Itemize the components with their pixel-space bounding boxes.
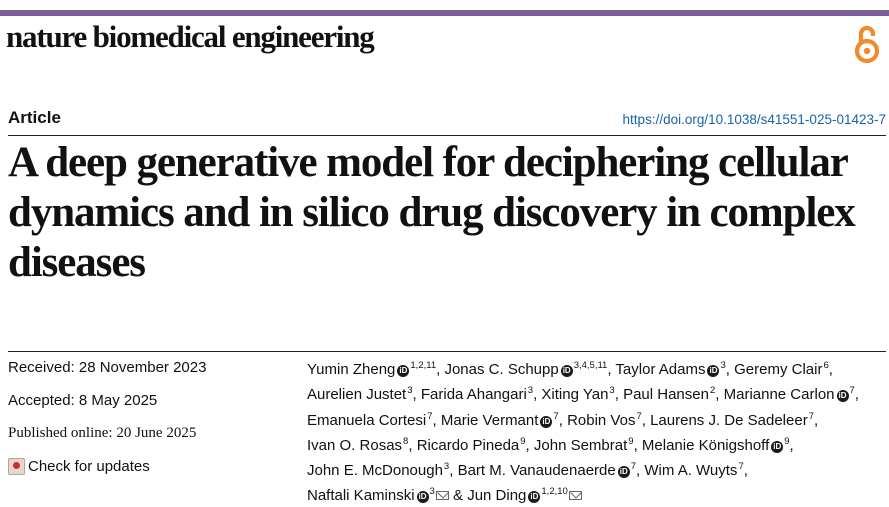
affiliation-superscript: 3 <box>527 385 534 397</box>
affiliation-superscript: 3 <box>429 486 435 498</box>
author-name[interactable]: Bart M. Vanaudenaerde <box>457 462 616 480</box>
accepted-date: Accepted: 8 May 2025 <box>8 392 158 409</box>
affiliation-superscript: 3 <box>443 461 450 473</box>
author[interactable]: Marianne Carlon iD 7 <box>723 385 855 404</box>
affiliation-superscript: 9 <box>784 435 790 447</box>
received-date: Received: 28 November 2023 <box>8 359 207 376</box>
author[interactable]: Aurelien Justet3 <box>307 385 413 404</box>
author-name[interactable]: Yumin Zheng <box>307 361 396 378</box>
affiliation-superscript: 9 <box>628 435 634 447</box>
open-access-icon[interactable] <box>852 22 882 64</box>
orcid-icon[interactable]: iD <box>416 491 429 504</box>
check-updates-icon <box>8 458 25 475</box>
email-icon[interactable] <box>568 491 582 501</box>
author-name[interactable]: Ricardo Pineda <box>416 436 520 454</box>
author-name[interactable]: Taylor Adams <box>615 361 706 378</box>
affiliation-superscript: 7 <box>808 410 814 422</box>
affiliation-superscript: 3 <box>609 385 615 397</box>
author-name[interactable]: John E. McDonough <box>307 462 443 480</box>
author-name[interactable]: Emanuela Cortesi <box>307 411 427 429</box>
article-type: Article <box>8 108 61 127</box>
journal-name: nature biomedical engineering <box>6 19 375 54</box>
author-name[interactable]: Farida Ahangari <box>420 386 527 404</box>
author[interactable]: Emanuela Cortesi7 <box>307 410 433 429</box>
author-name[interactable]: Geremy Clair <box>734 361 823 378</box>
author-name[interactable]: Wim A. Wuyts <box>644 462 738 480</box>
published-date: Published online: 20 June 2025 <box>8 425 197 441</box>
affiliation-superscript: 3 <box>720 360 726 371</box>
author[interactable]: Ivan O. Rosas8 <box>307 435 409 454</box>
author[interactable]: Laurens J. De Sadeleer7 <box>650 410 814 429</box>
affiliation-superscript: 7 <box>630 461 637 473</box>
author[interactable]: Marie Vermant iD 7 <box>440 410 559 429</box>
check-updates-label: Check for updates <box>28 458 150 475</box>
author[interactable]: Jun Ding iD 1,2,10 <box>467 486 582 505</box>
affiliation-superscript: 8 <box>403 435 409 447</box>
author-name[interactable]: Marianne Carlon <box>723 386 835 404</box>
affiliation-superscript: 9 <box>520 435 526 447</box>
article-title: A deep generative model for deciphering … <box>8 139 856 286</box>
author[interactable]: Yumin Zheng iD 1,2,11 <box>307 360 437 378</box>
check-for-updates-button[interactable]: Check for updates <box>8 458 150 475</box>
affiliation-superscript: 1,2,10 <box>541 486 568 498</box>
author[interactable]: Naftali Kaminski iD 3 <box>307 486 449 505</box>
email-icon[interactable] <box>435 491 449 501</box>
author[interactable]: Xiting Yan3 <box>541 385 615 404</box>
author-name[interactable]: Laurens J. De Sadeleer <box>650 411 808 429</box>
orcid-icon[interactable]: iD <box>528 491 541 504</box>
author[interactable]: John Sembrat9 <box>533 435 634 454</box>
author-name[interactable]: Ivan O. Rosas <box>307 436 403 454</box>
affiliation-superscript: 3 <box>407 385 413 397</box>
author[interactable]: Melanie Königshoff iD 9 <box>641 435 790 454</box>
author-name[interactable]: Jonas C. Schupp <box>444 361 559 378</box>
affiliation-superscript: 7 <box>427 410 433 422</box>
author[interactable]: Ricardo Pineda9 <box>416 435 526 454</box>
orcid-icon[interactable]: iD <box>540 415 553 428</box>
author-list: Yumin Zheng iD 1,2,11, Jonas C. Schupp iD 3,… <box>307 360 859 505</box>
author[interactable]: John E. McDonough3 <box>307 461 450 480</box>
header-rule <box>8 135 886 136</box>
author-name[interactable]: Marie Vermant <box>440 411 539 429</box>
author[interactable]: Bart M. Vanaudenaerde iD 7 <box>457 461 637 480</box>
author[interactable]: Taylor Adams iD 3 <box>615 360 726 378</box>
author[interactable]: Wim A. Wuyts7 <box>644 461 744 480</box>
author-name[interactable]: Aurelien Justet <box>307 386 407 404</box>
affiliation-superscript: 7 <box>849 385 855 397</box>
author-name[interactable]: Xiting Yan <box>541 386 609 404</box>
journal-color-bar <box>0 10 889 16</box>
author-name[interactable]: Melanie Königshoff <box>641 436 770 454</box>
orcid-icon[interactable]: iD <box>707 365 720 377</box>
author[interactable]: Paul Hansen2 <box>623 385 716 404</box>
orcid-icon[interactable]: iD <box>771 440 784 453</box>
author-name[interactable]: Robin Vos <box>567 411 636 429</box>
orcid-icon[interactable]: iD <box>560 365 573 377</box>
author[interactable]: Jonas C. Schupp iD 3,4,5,11 <box>444 360 608 378</box>
author[interactable]: Geremy Clair6 <box>734 360 829 378</box>
affiliation-superscript: 7 <box>738 461 744 473</box>
affiliation-superscript: 7 <box>553 410 559 422</box>
doi-link[interactable]: https://doi.org/10.1038/s41551-025-01423… <box>622 112 886 127</box>
author[interactable]: Robin Vos7 <box>567 410 642 429</box>
affiliation-superscript: 3,4,5,11 <box>573 360 608 371</box>
affiliation-superscript: 1,2,11 <box>410 360 437 371</box>
affiliation-superscript: 2 <box>709 385 716 397</box>
author-name[interactable]: Paul Hansen <box>623 386 709 404</box>
orcid-icon[interactable]: iD <box>397 365 410 377</box>
orcid-icon[interactable]: iD <box>617 466 630 479</box>
author-name[interactable]: Naftali Kaminski <box>307 487 415 505</box>
orcid-icon[interactable]: iD <box>836 390 849 403</box>
author-name[interactable]: Jun Ding <box>467 487 527 505</box>
affiliation-superscript: 7 <box>636 410 642 422</box>
meta-rule <box>8 351 886 352</box>
author[interactable]: Farida Ahangari3 <box>420 385 534 404</box>
affiliation-superscript: 6 <box>823 360 829 371</box>
author-name[interactable]: John Sembrat <box>533 436 628 454</box>
